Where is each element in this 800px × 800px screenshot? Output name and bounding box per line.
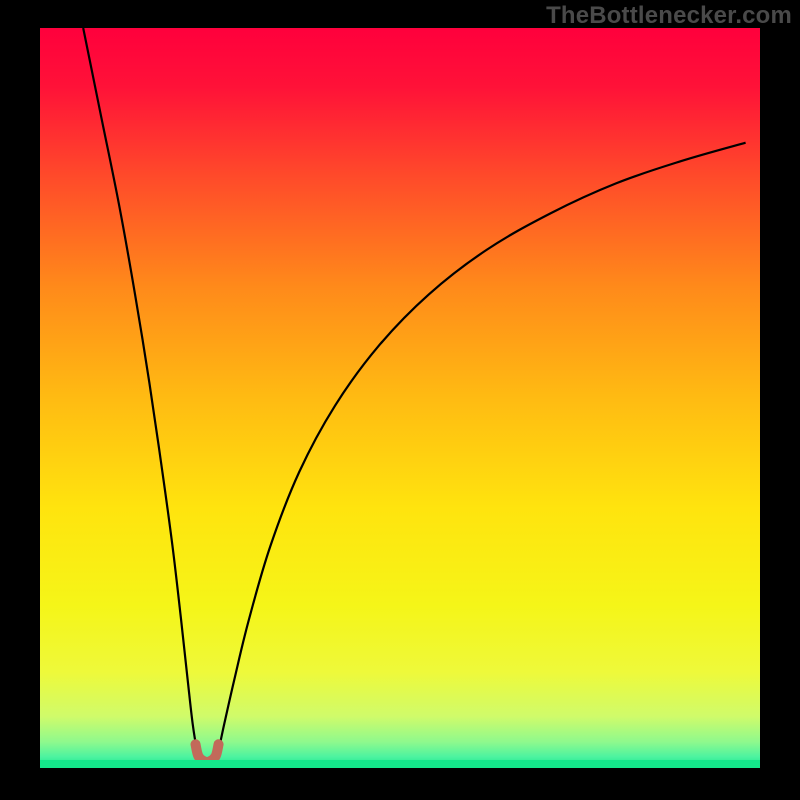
plot-area [40,28,760,768]
curve-layer [40,28,760,768]
curve-left-branch [83,28,200,759]
watermark-text: TheBottlenecker.com [546,2,792,30]
bottom-green-strip [40,760,760,768]
curve-right-branch [214,143,745,759]
chart-container: TheBottlenecker.com [0,0,800,800]
